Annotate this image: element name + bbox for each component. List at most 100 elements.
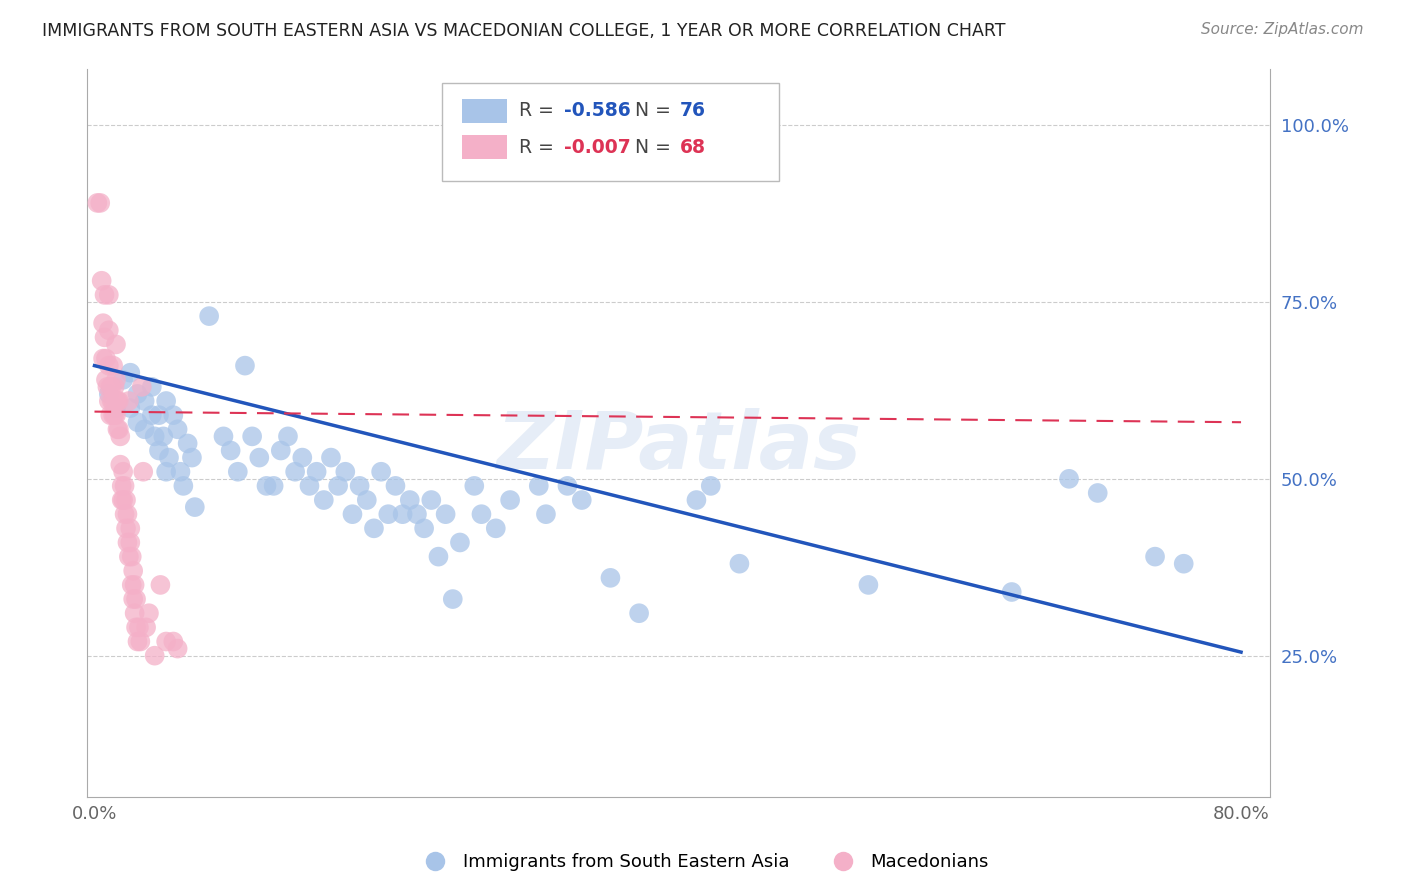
Point: [198, 309, 221, 323]
Point: [101, 359, 124, 373]
Point: [557, 479, 579, 493]
Point: [356, 493, 378, 508]
Point: [166, 422, 188, 436]
Point: [219, 443, 242, 458]
Point: [97, 323, 120, 337]
Point: [138, 606, 160, 620]
Text: -0.586: -0.586: [564, 102, 630, 120]
Point: [98, 408, 121, 422]
FancyBboxPatch shape: [463, 99, 508, 123]
Point: [104, 373, 127, 387]
Point: [449, 535, 471, 549]
Point: [166, 641, 188, 656]
Point: [101, 394, 124, 409]
Point: [134, 394, 156, 409]
Point: [1087, 486, 1109, 500]
Point: [291, 450, 314, 465]
Point: [363, 521, 385, 535]
Point: [134, 422, 156, 436]
Point: [212, 429, 235, 443]
Point: [858, 578, 880, 592]
Point: [120, 521, 142, 535]
Point: [1173, 557, 1195, 571]
Point: [247, 450, 270, 465]
Point: [398, 493, 420, 508]
Point: [117, 535, 139, 549]
Point: [184, 500, 207, 515]
Point: [115, 493, 138, 508]
Point: [122, 564, 145, 578]
Point: [305, 465, 328, 479]
Legend: Immigrants from South Eastern Asia, Macedonians: Immigrants from South Eastern Asia, Mace…: [411, 847, 995, 879]
Point: [96, 380, 118, 394]
Point: [628, 606, 651, 620]
Point: [181, 450, 204, 465]
Point: [91, 351, 114, 366]
Point: [162, 408, 184, 422]
Point: [391, 507, 413, 521]
Point: [104, 394, 127, 409]
Point: [162, 634, 184, 648]
Text: N =: N =: [634, 102, 676, 120]
Point: [131, 380, 153, 394]
Point: [124, 606, 146, 620]
Point: [112, 373, 135, 387]
Point: [108, 422, 131, 436]
Point: [118, 394, 141, 409]
Point: [152, 429, 174, 443]
Point: [141, 408, 163, 422]
Point: [263, 479, 285, 493]
Point: [312, 493, 335, 508]
Point: [420, 493, 443, 508]
Point: [112, 465, 135, 479]
Point: [1001, 585, 1024, 599]
Text: 68: 68: [679, 137, 706, 157]
Point: [233, 359, 256, 373]
Point: [240, 429, 263, 443]
Point: [226, 465, 249, 479]
Point: [256, 479, 278, 493]
Point: [107, 422, 129, 436]
FancyBboxPatch shape: [441, 83, 779, 181]
Point: [91, 316, 114, 330]
Point: [90, 274, 112, 288]
Point: [155, 394, 177, 409]
Point: [141, 380, 163, 394]
Point: [349, 479, 371, 493]
Point: [100, 380, 122, 394]
Point: [125, 620, 148, 634]
Point: [599, 571, 621, 585]
Point: [1057, 472, 1080, 486]
Text: N =: N =: [634, 137, 676, 157]
Point: [370, 465, 392, 479]
Point: [527, 479, 550, 493]
Text: IMMIGRANTS FROM SOUTH EASTERN ASIA VS MACEDONIAN COLLEGE, 1 YEAR OR MORE CORRELA: IMMIGRANTS FROM SOUTH EASTERN ASIA VS MA…: [42, 22, 1005, 40]
Point: [94, 373, 117, 387]
Point: [270, 443, 292, 458]
Point: [135, 620, 157, 634]
Point: [377, 507, 399, 521]
Point: [434, 507, 457, 521]
Point: [148, 408, 170, 422]
Point: [93, 330, 115, 344]
Point: [86, 195, 108, 210]
Point: [176, 436, 198, 450]
Point: [114, 479, 136, 493]
Point: [100, 394, 122, 409]
Point: [97, 288, 120, 302]
Point: [132, 465, 155, 479]
Point: [685, 493, 707, 508]
Point: [298, 479, 321, 493]
Point: [427, 549, 450, 564]
Point: [118, 549, 141, 564]
Point: [93, 288, 115, 302]
Point: [129, 634, 152, 648]
Point: [121, 549, 143, 564]
Text: Source: ZipAtlas.com: Source: ZipAtlas.com: [1201, 22, 1364, 37]
Point: [89, 195, 111, 210]
Point: [728, 557, 751, 571]
Point: [277, 429, 299, 443]
FancyBboxPatch shape: [463, 136, 508, 160]
Point: [125, 592, 148, 607]
Point: [103, 408, 125, 422]
